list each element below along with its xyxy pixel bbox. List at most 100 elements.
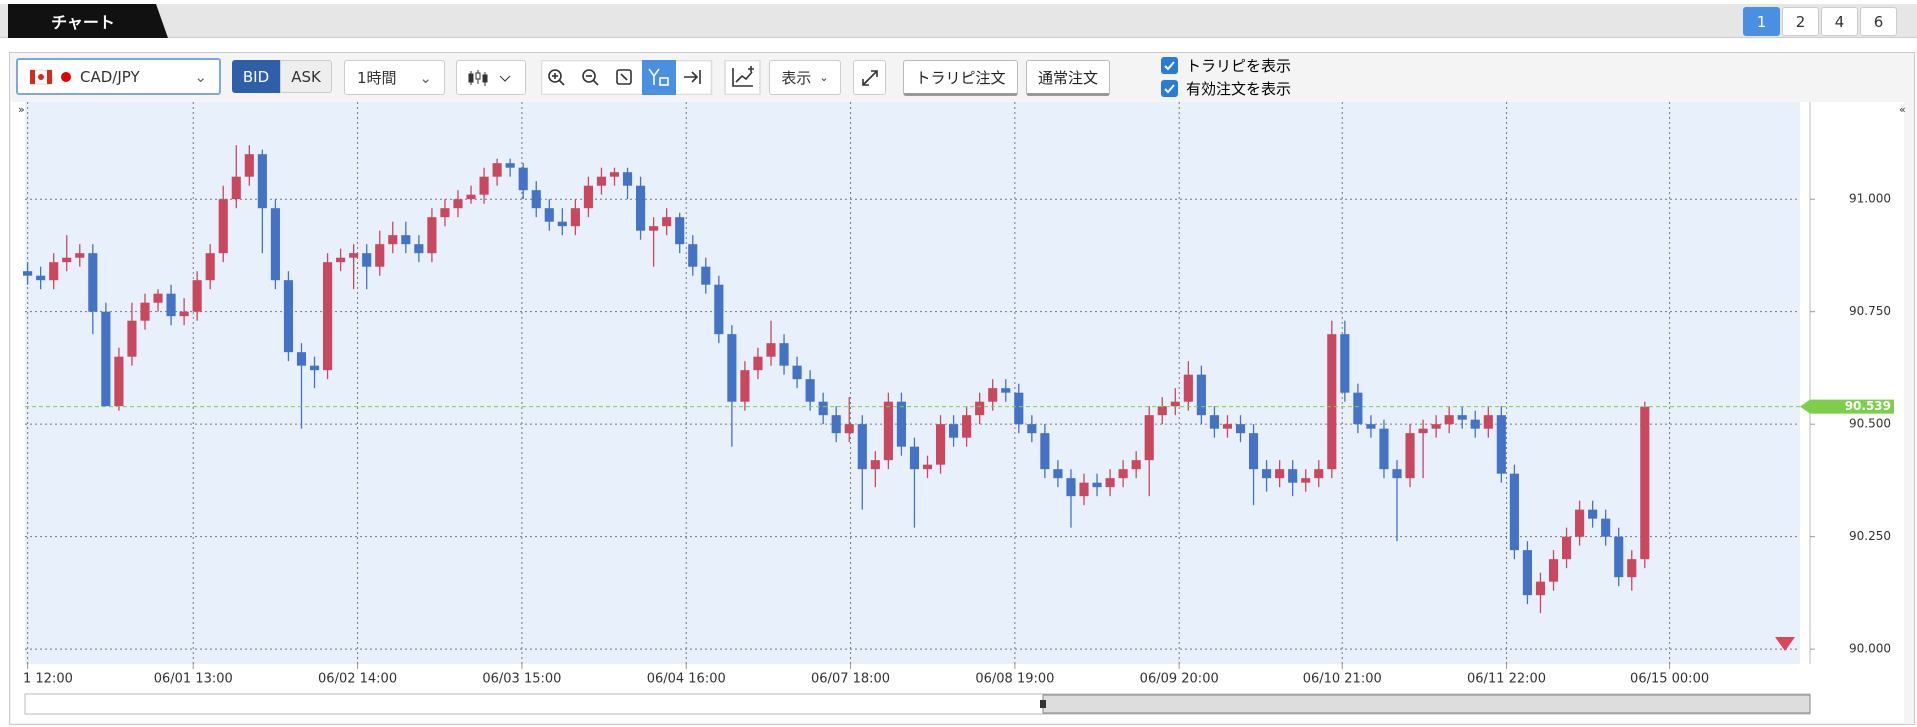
candle-body — [205, 253, 215, 281]
candle-body — [440, 208, 450, 218]
timeframe: 1時間 — [357, 69, 397, 87]
normal-order-button[interactable]: 通常注文 — [1026, 60, 1110, 96]
candle-body — [935, 424, 946, 465]
x-tick-label: 06/08 19:00 — [975, 672, 1054, 687]
display: 表示 — [781, 69, 812, 87]
x-tick-label: 06/11 22:00 — [1467, 672, 1546, 687]
candle-body — [1418, 428, 1428, 434]
x-tick-label: 06/02 14:00 — [318, 672, 397, 687]
candle-body — [922, 464, 933, 470]
candle-body — [1275, 469, 1285, 479]
x-tick-label: 06/09 20:00 — [1140, 672, 1219, 687]
candle-body — [388, 235, 398, 245]
candle-body — [844, 424, 854, 434]
layout-button[interactable]: 6 — [1860, 7, 1897, 36]
candle-body — [596, 176, 607, 186]
candle-body — [1262, 469, 1272, 479]
candle-body — [1183, 374, 1193, 402]
candle-body — [1340, 334, 1350, 393]
layout-button[interactable]: 1 — [1743, 7, 1780, 36]
candle-body — [1027, 424, 1037, 434]
candle-body — [753, 356, 763, 371]
candle-body — [1444, 415, 1454, 425]
candle-body — [1588, 509, 1598, 519]
tab[interactable]: チャート — [51, 13, 115, 32]
layout-button[interactable]: 2 — [1782, 7, 1819, 36]
candle-body — [727, 334, 737, 402]
candle-body — [557, 221, 567, 227]
candle-body — [218, 199, 228, 254]
sell-marker — [1775, 637, 1795, 651]
scroll-thumb[interactable] — [1042, 694, 1811, 714]
candle-body — [583, 185, 593, 209]
candle-body — [818, 401, 828, 416]
candle-body — [1196, 374, 1206, 416]
candle-body — [909, 446, 920, 470]
candle-body — [453, 199, 463, 209]
x-tick-label: 06/07 18:00 — [811, 672, 890, 687]
plot-area — [25, 102, 1800, 664]
candle-body — [1014, 392, 1024, 425]
candle-body — [114, 356, 124, 407]
candle-body — [166, 293, 176, 317]
candle-body — [270, 208, 280, 281]
candle-body — [127, 320, 137, 357]
candle-body — [192, 280, 202, 312]
pair-select[interactable]: CAD/JPY ⌄ — [16, 58, 221, 95]
candle-body — [896, 401, 906, 447]
candle-body — [1079, 482, 1089, 497]
expand-right[interactable]: « — [1899, 103, 1906, 116]
candle-body — [349, 253, 359, 258]
checkbox-trarepi[interactable]: トラリピを表示 — [1161, 55, 1291, 76]
label: 有効注文を表示 — [1186, 80, 1292, 98]
candle-body — [1001, 388, 1011, 393]
candle-body — [962, 415, 972, 438]
expand-button[interactable] — [853, 60, 886, 95]
candle-body — [675, 217, 685, 245]
candle-body — [283, 280, 294, 353]
x-tick-label: 06/04 16:00 — [647, 672, 726, 687]
candle-body — [1105, 478, 1115, 488]
candle-body — [1092, 482, 1102, 488]
scroll-handle[interactable] — [1040, 700, 1046, 708]
trarepi-order-button[interactable]: トラリピ注文 — [903, 60, 1018, 96]
layout-button[interactable]: 4 — [1821, 7, 1858, 36]
candle-body — [701, 266, 711, 285]
candle-body — [1288, 469, 1298, 483]
candle-body — [1614, 536, 1624, 578]
candle-body — [1131, 460, 1141, 470]
candle-body — [231, 176, 241, 200]
candle-body — [1379, 428, 1389, 470]
tab-shape — [8, 4, 168, 38]
x-tick-label: 1 12:00 — [23, 672, 73, 687]
ask-button[interactable]: ASK — [280, 60, 332, 93]
candle-body — [636, 185, 646, 231]
candle-body — [1144, 415, 1154, 461]
candle-body — [505, 163, 515, 168]
candle-body — [427, 217, 437, 254]
candle-body — [414, 244, 424, 254]
timeframe-select[interactable]: 1時間 ⌄ — [344, 60, 445, 95]
candle-body — [1222, 424, 1233, 429]
expand-left[interactable]: » — [18, 103, 25, 116]
chart-type-select[interactable] — [456, 60, 526, 95]
tab-bar — [0, 4, 1917, 38]
candle-body — [1327, 334, 1337, 470]
candle-body — [740, 370, 750, 402]
candle-body — [1470, 419, 1480, 429]
y-tick-label: 90.000 — [1849, 642, 1891, 656]
candle-body — [23, 271, 33, 276]
pair: CAD/JPY — [80, 67, 140, 86]
last-price-tag — [1800, 399, 1894, 414]
bid-button[interactable]: BID — [232, 60, 280, 93]
candle-body — [1118, 469, 1128, 479]
candle-body — [1509, 473, 1519, 551]
checkbox-orders[interactable]: 有効注文を表示 — [1161, 78, 1291, 99]
candle-body — [1392, 469, 1402, 479]
candle-body — [101, 311, 111, 407]
candle-body — [1157, 406, 1167, 416]
display-menu[interactable]: 表示 ⌄ — [769, 60, 841, 95]
candle-body — [1353, 392, 1363, 425]
candle-body — [883, 401, 893, 461]
